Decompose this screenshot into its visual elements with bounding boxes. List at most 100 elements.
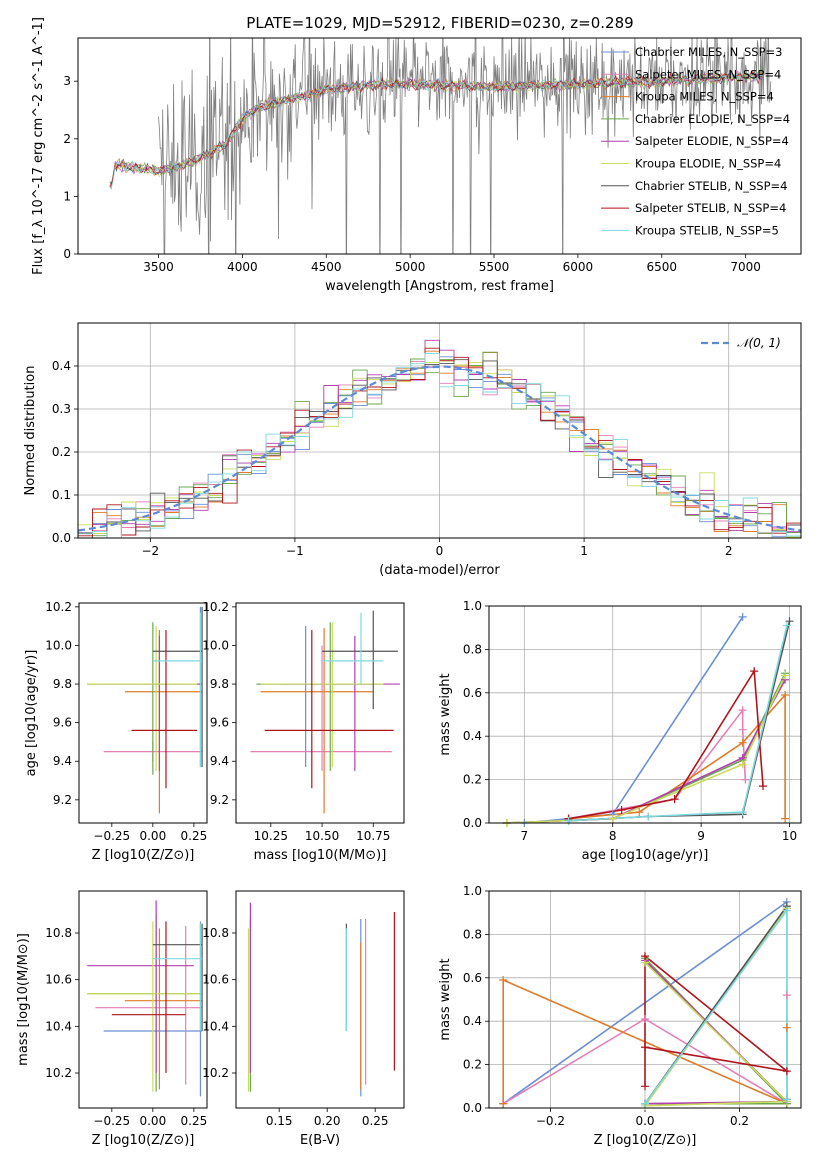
mass_weight_vs_age-marker-kroupa-elodie — [608, 814, 617, 823]
mass_weight_vs_age-ytick-label: 1.0 — [463, 599, 482, 613]
mass_weight_vs_age-ytick-label: 0.4 — [463, 729, 482, 743]
mass_weight_vs_Z-marker-salpeter-stelib — [641, 1043, 649, 1052]
spectrum-ylabel: Flux [f_λ 10^-17 erg cm^-2 s^-1 A^-1] — [31, 17, 46, 275]
mass_vs_ebv-frame — [235, 890, 405, 1109]
mass_vs_Z-ylabel: mass [log10(M/M⊙)] — [16, 933, 31, 1066]
age_vs_Z-plot-area — [87, 606, 203, 814]
mass_weight_vs_age-marker-kroupa-stelib — [782, 621, 791, 630]
mass_vs_Z-xtick-label: 0.00 — [139, 1114, 166, 1128]
figure-title: PLATE=1029, MJD=52912, FIBERID=0230, z=0… — [246, 14, 633, 32]
mass_weight_vs_Z-ytick-label: 0.0 — [463, 1101, 482, 1115]
mass_weight_vs_Z-ytick-label: 0.2 — [463, 1058, 482, 1072]
age_vs_Z-xtick-label: 0.00 — [139, 829, 166, 843]
age_vs_Z-ytick-label: 9.4 — [53, 754, 72, 768]
mass_weight_vs_age-marker-chabrier-miles — [738, 612, 747, 621]
histogram-salpeter-elodie — [78, 339, 801, 538]
age_vs_mass-ytick-label: 10.2 — [202, 600, 229, 614]
mass_weight_vs_age-marker-kroupa-miles — [781, 690, 790, 699]
mass_weight_vs_age-marker-kroupa-miles — [738, 738, 747, 747]
mass_weight_vs_Z-ytick-label: 0.6 — [463, 971, 482, 985]
mass_weight_vs_age-line-kroupa-miles — [568, 692, 786, 820]
mass_vs_Z-xtick-label: 0.25 — [181, 1114, 208, 1128]
mass_weight_vs_age-xtick-label: 8 — [609, 829, 617, 843]
mass_weight_vs_age-marker-kroupa-elodie — [781, 671, 790, 680]
age_vs_Z-frame — [78, 602, 208, 824]
mass_weight_vs_Z-ytick-label: 0.4 — [463, 1014, 482, 1028]
mass_weight_vs_Z-xtick-label: 0.2 — [730, 1114, 749, 1128]
mass_vs_Z-frame — [78, 890, 208, 1109]
age_vs_Z-ytick-label: 9.6 — [53, 716, 72, 730]
mass_weight_vs_Z-marker-kroupa-stelib — [782, 1095, 791, 1104]
residuals-xlabel: (data-model)/error — [379, 563, 500, 578]
spectrum-legend-label: Chabrier MILES, N_SSP=3 — [635, 45, 782, 59]
residuals-ytick-label: 0.3 — [52, 402, 71, 416]
mass_weight_vs_Z-xtick-label: −0.2 — [536, 1114, 565, 1128]
age_vs_Z-ytick-label: 10.0 — [45, 638, 72, 652]
spectrum-xtick-label: 4500 — [311, 260, 342, 274]
mass_weight_vs_Z-marker-kroupa-stelib — [641, 1099, 649, 1108]
residuals-ytick-label: 0.2 — [52, 445, 71, 459]
spectrum-ytick-label: 0 — [63, 247, 71, 261]
age_vs_Z-ytick-label: 9.2 — [53, 793, 72, 807]
mass_vs_ebv-ytick-label: 10.6 — [202, 973, 229, 987]
mass_weight_vs_age-ytick-label: 0.0 — [463, 816, 482, 830]
mass_weight_vs_age-frame — [488, 605, 802, 824]
mass_weight_vs_Z-marker-salpeter-stelib — [782, 1067, 791, 1076]
mass_vs_Z-chart: −0.25 0.00 0.25 10.2 10.4 10.6 10.8 Z [log10(Z/… — [16, 890, 208, 1148]
residuals-ylabel: Normed distribution — [23, 366, 38, 496]
mass_weight_vs_Z-marker-salpeter-miles — [641, 1015, 649, 1024]
mass_weight_vs_age-marker-salpeter-miles — [738, 725, 747, 734]
mass_vs_Z-xtick-label: −0.25 — [93, 1114, 130, 1128]
mass_weight_vs_Z-marker-kroupa-miles — [499, 1099, 508, 1108]
mass_weight_vs_age-marker-salpeter-miles — [738, 706, 747, 715]
mass_weight_vs_Z-ylabel: mass weight — [438, 958, 453, 1040]
mass_weight_vs_Z-marker-kroupa-miles — [499, 975, 508, 984]
residuals-plot-area — [78, 339, 801, 538]
mass_vs_ebv-xtick-label: 0.15 — [266, 1114, 293, 1128]
spectrum-xtick-label: 5500 — [479, 260, 510, 274]
spectrum-ytick-label: 1 — [63, 189, 71, 203]
spectrum-legend-label: Chabrier STELIB, N_SSP=4 — [635, 179, 787, 193]
spectrum-legend-label: Salpeter STELIB, N_SSP=4 — [635, 201, 786, 215]
spectrum-xtick-label: 3500 — [143, 260, 174, 274]
residuals-xtick-label: −2 — [141, 544, 159, 558]
mass_vs_ebv-xtick-label: 0.25 — [362, 1114, 389, 1128]
residuals-xtick-label: −1 — [286, 544, 304, 558]
age_vs_mass-xtick-label: 10.50 — [305, 829, 339, 843]
mass_weight_vs_age-plot-area — [506, 616, 791, 823]
age_vs_Z-xtick-label: 0.25 — [181, 829, 208, 843]
mass_weight_vs_age-marker-salpeter-miles — [741, 775, 750, 784]
spectrum-xtick-label: 6000 — [563, 260, 594, 274]
mass_weight_vs_age-marker-salpeter-stelib — [617, 805, 626, 814]
mass_weight_vs_Z-marker-salpeter-stelib — [641, 1082, 649, 1091]
mass_vs_Z-ytick-label: 10.4 — [45, 1019, 72, 1033]
spectrum-xlabel: wavelength [Angstrom, rest frame] — [325, 279, 554, 294]
mass_weight_vs_age-marker-kroupa-stelib — [738, 808, 747, 817]
mass_weight_vs_Z-marker-salpeter-stelib — [641, 952, 649, 961]
mass_weight_vs_Z-marker-kroupa-miles — [782, 1023, 791, 1032]
mass_vs_Z-ytick-label: 10.8 — [45, 926, 72, 940]
mass_weight_vs_Z-marker-salpeter-miles — [782, 991, 791, 1000]
spectrum-legend-label: Kroupa ELODIE, N_SSP=4 — [635, 157, 781, 171]
spectrum-legend-label: Salpeter MILES, N_SSP=4 — [635, 67, 781, 81]
mass_weight_vs_age-marker-salpeter-stelib — [750, 667, 759, 676]
age_vs_Z-ytick-label: 10.2 — [45, 600, 72, 614]
mass_vs_ebv-ytick-label: 10.8 — [202, 926, 229, 940]
mass_vs_ebv-ytick-label: 10.2 — [202, 1066, 229, 1080]
residuals-frame — [77, 322, 802, 539]
spectrum-xtick-label: 7000 — [730, 260, 761, 274]
residuals-legend-label: 𝒩(0, 1) — [737, 336, 781, 350]
spectrum-legend-label: Kroupa STELIB, N_SSP=5 — [635, 223, 779, 237]
mass_weight_vs_age-marker-salpeter-stelib — [758, 782, 767, 791]
spectrum-xtick-label: 4000 — [227, 260, 258, 274]
age_vs_mass-ytick-label: 9.4 — [210, 754, 229, 768]
residuals-xtick-label: 2 — [725, 544, 733, 558]
mass_weight_vs_age-chart: 7 8 9 10 0.0 0.2 0.4 0.6 0.8 1.0 age [log10(age/yr… — [438, 599, 802, 863]
residuals-ytick-label: 0.1 — [52, 488, 71, 502]
spectrum-model-salpeter-stelib — [109, 70, 763, 188]
mass_weight_vs_Z-xtick-label: 0.0 — [635, 1114, 654, 1128]
age_vs_Z-ytick-label: 9.8 — [53, 677, 72, 691]
residuals-xtick-label: 1 — [580, 544, 588, 558]
mass_weight_vs_age-marker-kroupa-elodie — [738, 760, 747, 769]
